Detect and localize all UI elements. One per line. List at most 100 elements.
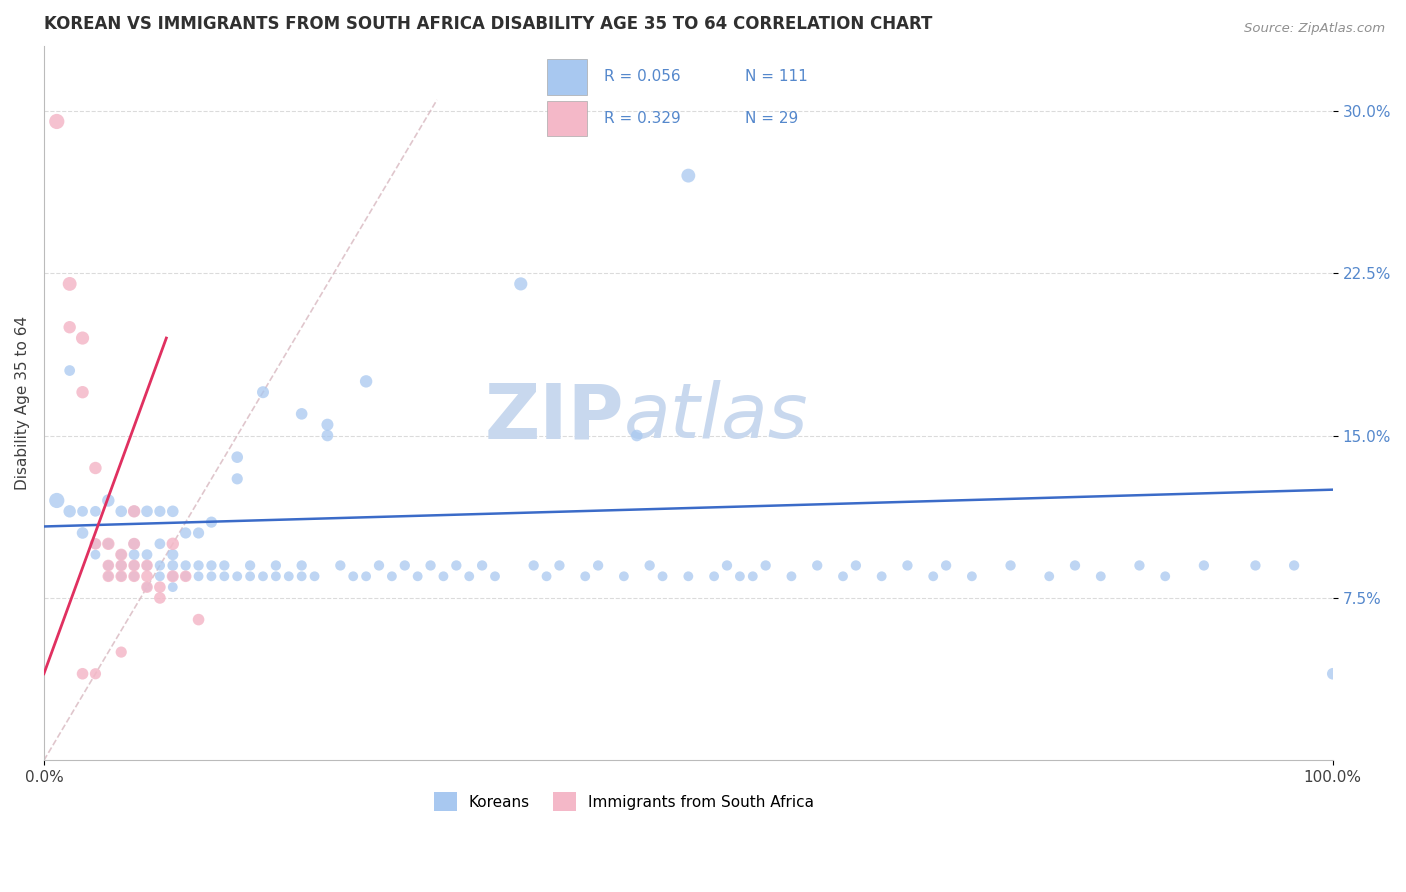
Point bbox=[1064, 558, 1087, 573]
Point bbox=[626, 428, 648, 442]
Point bbox=[174, 569, 197, 583]
Point bbox=[84, 537, 107, 551]
Point bbox=[316, 428, 339, 442]
Point bbox=[174, 558, 197, 573]
Point bbox=[45, 114, 67, 128]
Point bbox=[122, 537, 145, 551]
Point bbox=[252, 385, 274, 400]
Point bbox=[896, 558, 918, 573]
Point bbox=[381, 569, 404, 583]
Point bbox=[162, 558, 184, 573]
Point bbox=[586, 558, 609, 573]
Point bbox=[97, 493, 120, 508]
Point bbox=[162, 504, 184, 518]
Point bbox=[149, 504, 172, 518]
Point bbox=[316, 417, 339, 432]
Point bbox=[72, 331, 94, 345]
Point bbox=[406, 569, 429, 583]
Point bbox=[149, 537, 172, 551]
Point bbox=[716, 558, 738, 573]
Point bbox=[1244, 558, 1267, 573]
Point bbox=[264, 558, 287, 573]
Point bbox=[354, 375, 377, 389]
Point bbox=[832, 569, 855, 583]
Point bbox=[122, 569, 145, 583]
Point bbox=[935, 558, 957, 573]
Point bbox=[136, 569, 159, 583]
Point bbox=[523, 558, 546, 573]
Point bbox=[97, 537, 120, 551]
Point bbox=[122, 504, 145, 518]
Point bbox=[187, 558, 209, 573]
Point bbox=[84, 537, 107, 551]
Point bbox=[110, 569, 132, 583]
Point bbox=[59, 504, 82, 518]
Point bbox=[59, 320, 82, 334]
Point bbox=[59, 277, 82, 291]
Point bbox=[136, 580, 159, 594]
Text: Source: ZipAtlas.com: Source: ZipAtlas.com bbox=[1244, 22, 1385, 36]
Point bbox=[651, 569, 673, 583]
Point bbox=[200, 558, 222, 573]
Point bbox=[1128, 558, 1150, 573]
Point bbox=[174, 569, 197, 583]
Point bbox=[755, 558, 778, 573]
Point bbox=[329, 558, 352, 573]
Text: KOREAN VS IMMIGRANTS FROM SOUTH AFRICA DISABILITY AGE 35 TO 64 CORRELATION CHART: KOREAN VS IMMIGRANTS FROM SOUTH AFRICA D… bbox=[44, 15, 932, 33]
Point bbox=[613, 569, 636, 583]
Point bbox=[110, 558, 132, 573]
Point bbox=[1090, 569, 1112, 583]
Point bbox=[149, 569, 172, 583]
Point bbox=[149, 580, 172, 594]
Point bbox=[214, 569, 236, 583]
Point bbox=[187, 569, 209, 583]
Point bbox=[419, 558, 441, 573]
Point bbox=[509, 277, 531, 291]
Point bbox=[960, 569, 983, 583]
Point bbox=[536, 569, 558, 583]
Point bbox=[162, 537, 184, 551]
Point bbox=[291, 407, 314, 421]
Point bbox=[122, 537, 145, 551]
Point bbox=[638, 558, 661, 573]
Point bbox=[922, 569, 945, 583]
Point bbox=[136, 558, 159, 573]
Point bbox=[149, 591, 172, 605]
Point bbox=[59, 363, 82, 377]
Point bbox=[136, 548, 159, 562]
Point bbox=[97, 537, 120, 551]
Point bbox=[239, 569, 262, 583]
Point bbox=[1322, 666, 1344, 681]
Point bbox=[72, 526, 94, 541]
Point bbox=[110, 548, 132, 562]
Point bbox=[354, 569, 377, 583]
Point bbox=[342, 569, 364, 583]
Point bbox=[226, 450, 249, 465]
Point bbox=[122, 558, 145, 573]
Point bbox=[432, 569, 454, 583]
Point bbox=[678, 169, 700, 183]
Point bbox=[162, 569, 184, 583]
Point bbox=[149, 558, 172, 573]
Point bbox=[264, 569, 287, 583]
Point bbox=[1038, 569, 1060, 583]
Point bbox=[484, 569, 506, 583]
Point bbox=[277, 569, 299, 583]
Point bbox=[110, 504, 132, 518]
Point bbox=[870, 569, 893, 583]
Text: atlas: atlas bbox=[624, 380, 808, 454]
Point bbox=[45, 493, 67, 508]
Point bbox=[548, 558, 571, 573]
Point bbox=[72, 385, 94, 400]
Point bbox=[136, 558, 159, 573]
Point bbox=[122, 558, 145, 573]
Point bbox=[291, 558, 314, 573]
Point bbox=[368, 558, 391, 573]
Point bbox=[446, 558, 468, 573]
Point bbox=[97, 558, 120, 573]
Point bbox=[239, 558, 262, 573]
Point bbox=[136, 580, 159, 594]
Point bbox=[304, 569, 326, 583]
Point bbox=[226, 569, 249, 583]
Point bbox=[110, 548, 132, 562]
